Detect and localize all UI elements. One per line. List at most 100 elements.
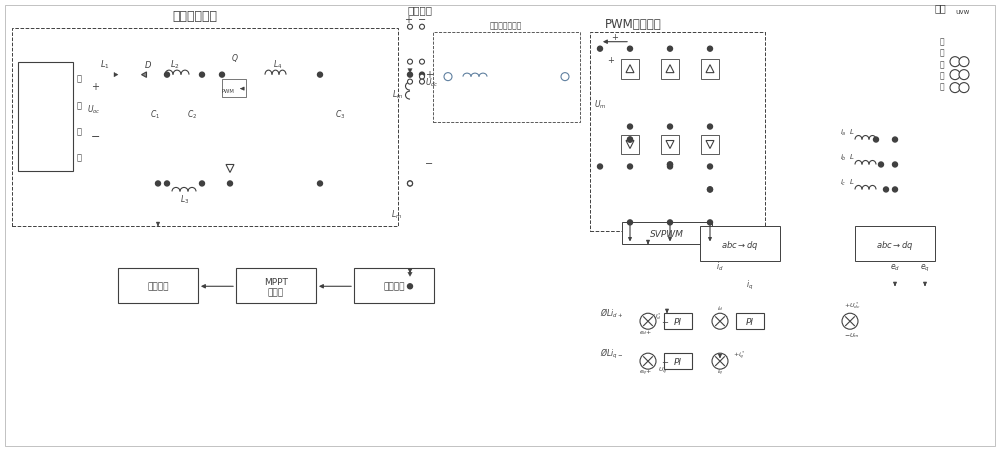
Text: $U_{dc}$: $U_{dc}$ [425, 77, 439, 89]
Circle shape [893, 188, 898, 193]
FancyBboxPatch shape [661, 60, 679, 79]
Text: +: + [721, 313, 727, 319]
Text: $U^*_d$: $U^*_d$ [652, 310, 662, 321]
Text: uvw: uvw [955, 9, 969, 15]
Circle shape [842, 313, 858, 330]
Text: $C_1$: $C_1$ [150, 108, 160, 121]
Polygon shape [626, 65, 634, 74]
Circle shape [893, 138, 898, 143]
Circle shape [598, 47, 602, 52]
Text: +: + [612, 32, 618, 41]
FancyBboxPatch shape [236, 269, 316, 304]
Text: $i_q$: $i_q$ [746, 278, 754, 291]
FancyBboxPatch shape [664, 354, 692, 369]
FancyBboxPatch shape [736, 313, 764, 330]
Circle shape [640, 313, 656, 330]
Text: D: D [145, 60, 151, 69]
Circle shape [200, 73, 205, 78]
Text: $U_m$: $U_m$ [594, 98, 606, 111]
Circle shape [893, 163, 898, 168]
Text: $i_a$  L: $i_a$ L [840, 127, 855, 138]
Circle shape [598, 165, 602, 170]
Text: $U_{oc}$: $U_{oc}$ [87, 103, 101, 115]
Polygon shape [666, 141, 674, 149]
Circle shape [408, 182, 413, 187]
Text: $e_d$+: $e_d$+ [639, 327, 653, 336]
Circle shape [708, 221, 712, 226]
Circle shape [959, 70, 969, 80]
FancyBboxPatch shape [354, 269, 434, 304]
Circle shape [628, 125, 633, 130]
Polygon shape [226, 165, 234, 173]
Text: $C_3$: $C_3$ [335, 108, 345, 121]
FancyBboxPatch shape [18, 63, 73, 172]
Circle shape [708, 47, 712, 52]
FancyBboxPatch shape [701, 135, 719, 155]
Text: $ØLi_{q-}$: $ØLi_{q-}$ [600, 346, 623, 360]
Text: −: − [662, 357, 668, 366]
FancyBboxPatch shape [622, 223, 712, 245]
FancyBboxPatch shape [118, 269, 198, 304]
Circle shape [420, 73, 424, 78]
Text: $-U_m$: $-U_m$ [844, 331, 860, 339]
Text: $i_q$: $i_q$ [717, 367, 723, 377]
Circle shape [628, 138, 633, 143]
Circle shape [561, 74, 569, 82]
FancyBboxPatch shape [621, 60, 639, 79]
Circle shape [874, 138, 879, 143]
Polygon shape [626, 141, 634, 149]
Text: 电网: 电网 [934, 3, 946, 13]
Text: $i_d$: $i_d$ [717, 304, 723, 313]
Text: $U^*_q$: $U^*_q$ [658, 364, 668, 376]
Circle shape [408, 73, 413, 78]
Text: $L_m$: $L_m$ [392, 88, 403, 101]
FancyBboxPatch shape [701, 60, 719, 79]
Text: SVPWM: SVPWM [650, 230, 684, 238]
Circle shape [640, 354, 656, 369]
Text: $e_q$: $e_q$ [920, 262, 930, 273]
Circle shape [668, 47, 672, 52]
Circle shape [420, 80, 424, 85]
Text: +: + [721, 354, 727, 359]
Circle shape [628, 138, 633, 143]
Text: 直流母线: 直流母线 [408, 5, 432, 15]
Text: −: − [425, 159, 433, 169]
Circle shape [420, 75, 424, 80]
Text: $L_2$: $L_2$ [170, 59, 180, 71]
Circle shape [408, 284, 413, 289]
Text: PI: PI [746, 317, 754, 326]
Circle shape [200, 182, 205, 187]
Text: $+i^*_q$: $+i^*_q$ [733, 349, 745, 361]
Text: +: + [425, 69, 433, 79]
Text: 驱动电路: 驱动电路 [147, 282, 169, 291]
FancyBboxPatch shape [222, 79, 246, 97]
Text: $e_q$+: $e_q$+ [639, 367, 653, 377]
Text: 光伏发电模块: 光伏发电模块 [173, 10, 218, 23]
Circle shape [318, 73, 322, 78]
Polygon shape [114, 73, 118, 78]
Text: +: + [91, 82, 99, 92]
FancyBboxPatch shape [664, 313, 692, 330]
Text: +: + [607, 55, 614, 64]
Text: PWM: PWM [222, 88, 234, 93]
Circle shape [884, 188, 889, 193]
Polygon shape [142, 73, 146, 78]
Text: $L_3$: $L_3$ [180, 193, 190, 206]
Circle shape [156, 182, 160, 187]
Text: $L_1$: $L_1$ [100, 59, 110, 71]
Circle shape [628, 47, 633, 52]
FancyBboxPatch shape [5, 6, 995, 446]
Text: Q: Q [232, 54, 238, 63]
Circle shape [668, 163, 672, 168]
Circle shape [318, 182, 322, 187]
Circle shape [164, 73, 170, 78]
Polygon shape [706, 141, 714, 149]
Text: $abc \rightarrow dq$: $abc \rightarrow dq$ [876, 238, 914, 251]
Text: $i_d$: $i_d$ [716, 260, 724, 272]
Circle shape [959, 58, 969, 68]
Circle shape [220, 73, 224, 78]
Circle shape [420, 60, 424, 65]
Text: MPPT
控制器: MPPT 控制器 [264, 277, 288, 296]
Circle shape [420, 25, 424, 30]
Circle shape [668, 163, 672, 168]
